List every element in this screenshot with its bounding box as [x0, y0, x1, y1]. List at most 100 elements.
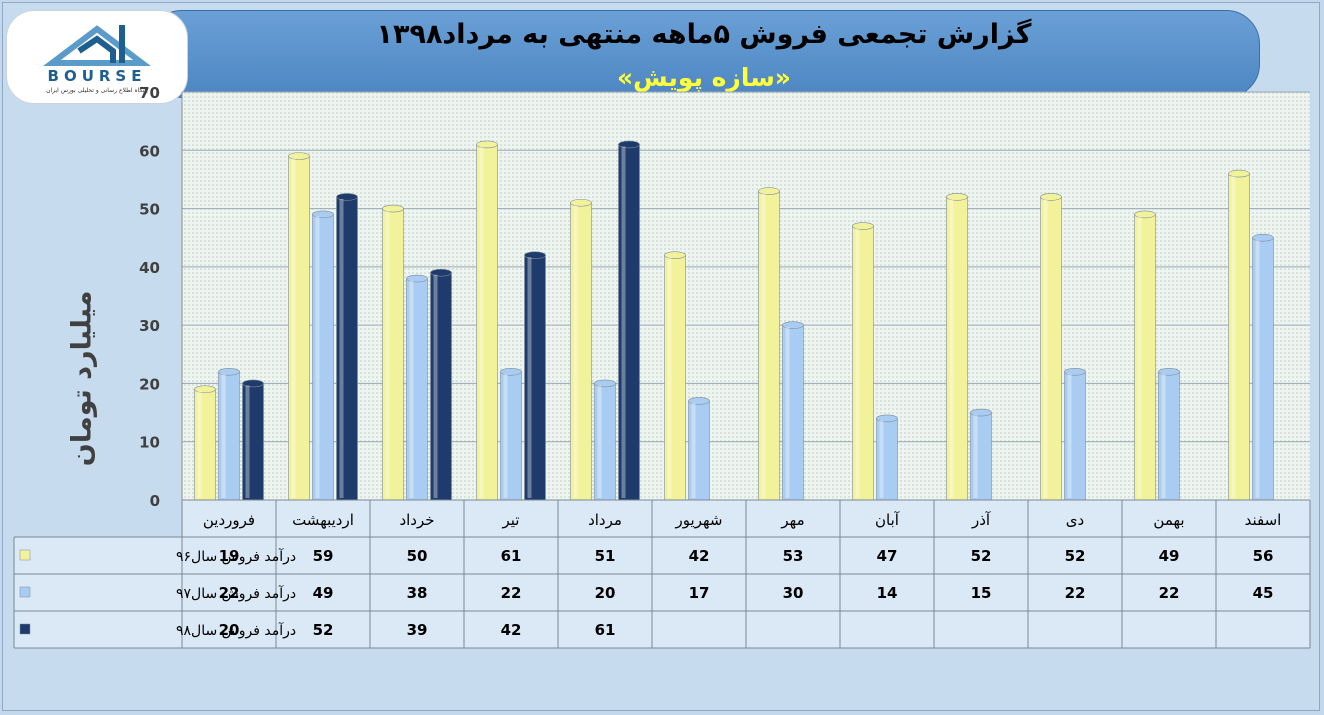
bar	[570, 198, 592, 501]
bar-cap	[336, 193, 358, 201]
x-category-label: تیر	[502, 511, 520, 529]
bar	[1252, 233, 1274, 501]
data-label: 22	[1065, 584, 1086, 602]
bar-cap	[430, 268, 452, 277]
bar-highlight	[1137, 216, 1142, 498]
legend-swatch	[19, 549, 31, 561]
bar	[500, 367, 522, 501]
bar-highlight	[855, 228, 860, 499]
bar	[194, 385, 216, 501]
x-category-label: مهر	[780, 511, 804, 529]
bar-highlight	[761, 193, 766, 499]
bar-cap	[594, 379, 616, 388]
bar-cap	[288, 152, 310, 160]
y-tick-label: 60	[139, 142, 160, 160]
bar-highlight	[409, 280, 414, 498]
bar-highlight	[621, 146, 626, 498]
bar	[876, 414, 898, 501]
bar-cap	[946, 193, 968, 201]
bar	[1134, 210, 1156, 501]
bar-highlight	[221, 373, 226, 498]
data-label: 49	[313, 584, 334, 602]
bar-highlight	[315, 216, 320, 498]
legend-label: درآمد فروش سال۹۶	[176, 548, 296, 565]
bar-cap	[500, 367, 522, 376]
bar-cap	[242, 379, 264, 388]
legend-swatch	[19, 623, 31, 635]
bar-highlight	[245, 385, 250, 498]
x-category-label: اردیبهشت	[292, 511, 354, 529]
data-label: 52	[313, 621, 334, 639]
bar-cap	[876, 414, 898, 423]
chart-title: گزارش تجمعی فروش ۵ماهه منتهی به مرداد۱۳۹…	[376, 19, 1032, 50]
bar	[946, 193, 968, 501]
bar	[758, 187, 780, 501]
chart-subtitle: «سازه پویش»	[617, 63, 791, 92]
bar	[1158, 367, 1180, 501]
y-tick-label: 30	[139, 317, 160, 335]
y-tick-label: 50	[139, 201, 160, 219]
logo-tagline: پایگاه اطلاع رسانی و تحلیلی بورس ایران	[46, 87, 148, 94]
bar-highlight	[503, 373, 508, 498]
bar-highlight	[1255, 239, 1260, 498]
bar-cap	[476, 140, 498, 149]
data-label: 42	[689, 547, 710, 565]
data-label: 22	[501, 584, 522, 602]
data-label: 52	[971, 547, 992, 565]
x-category-label: مرداد	[588, 511, 622, 529]
data-label: 30	[783, 584, 804, 602]
bar	[406, 274, 428, 501]
data-label: 47	[877, 547, 898, 565]
data-label: 61	[595, 621, 616, 639]
bar-highlight	[339, 198, 344, 498]
x-category-label: بهمن	[1153, 511, 1184, 529]
x-category-label: اسفند	[1245, 511, 1282, 529]
logo-wordmark: BOURSE	[47, 67, 147, 85]
bourse-logo: BOURSE پایگاه اطلاع رسانی و تحلیلی بورس …	[6, 10, 188, 104]
bar-cap	[1064, 367, 1086, 376]
bar	[852, 222, 874, 501]
data-label: 22	[1159, 584, 1180, 602]
bar-highlight	[597, 385, 602, 498]
bar-highlight	[1067, 373, 1072, 498]
bar	[382, 204, 404, 501]
data-label: 42	[501, 621, 522, 639]
x-category-label: شهریور	[675, 511, 723, 529]
data-label: 56	[1253, 547, 1274, 565]
y-tick-label: 70	[139, 84, 160, 102]
bar-cap	[406, 274, 428, 283]
bar-highlight	[433, 274, 438, 498]
bar	[782, 321, 804, 501]
bar-cap	[1252, 233, 1274, 242]
data-label: 22	[219, 584, 240, 602]
bar-highlight	[527, 257, 532, 498]
bar	[524, 251, 546, 501]
bar	[430, 268, 452, 501]
bar-highlight	[1043, 198, 1048, 498]
data-label: 61	[501, 547, 522, 565]
data-label: 20	[219, 621, 240, 639]
plot-area	[182, 92, 1310, 500]
bar-highlight	[479, 146, 484, 498]
x-category-label: آبان	[875, 511, 900, 529]
y-tick-label: 40	[139, 259, 160, 277]
bar	[1040, 193, 1062, 501]
bar	[664, 251, 686, 501]
bar-cap	[1040, 193, 1062, 201]
data-label: 39	[407, 621, 428, 639]
bar-cap	[618, 140, 640, 149]
bar	[336, 193, 358, 501]
x-category-label: آذر	[971, 511, 991, 529]
legend-label: درآمد فروش سال۹۷	[176, 585, 296, 602]
bar-cap	[852, 222, 874, 230]
bar-cap	[194, 385, 216, 394]
y-tick-label: 0	[150, 492, 160, 510]
data-label: 14	[877, 584, 898, 602]
bar-highlight	[785, 327, 790, 498]
bar	[218, 367, 240, 501]
bar	[618, 140, 640, 501]
data-label: 20	[595, 584, 616, 602]
bar-highlight	[385, 210, 390, 499]
legend-swatch	[19, 586, 31, 598]
